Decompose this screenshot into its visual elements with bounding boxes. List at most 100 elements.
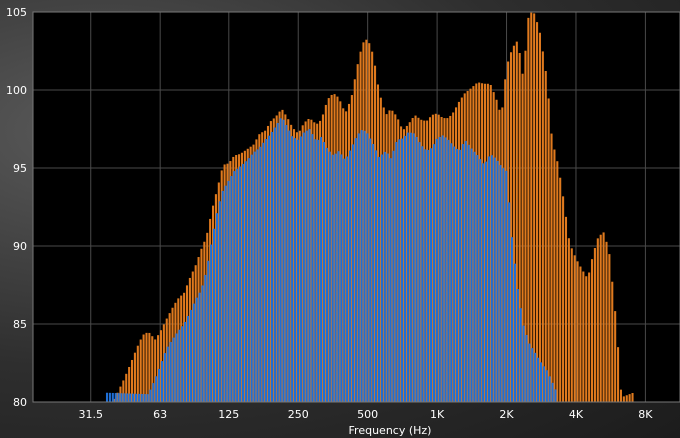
bar-blue xyxy=(409,132,412,402)
bar-blue xyxy=(496,160,499,402)
bar-blue xyxy=(351,144,354,402)
bar-blue xyxy=(369,138,372,402)
bar-blue xyxy=(395,141,398,402)
bar-orange xyxy=(125,373,128,402)
bar-orange xyxy=(148,332,151,402)
bar-blue xyxy=(508,202,511,402)
bar-blue xyxy=(215,213,218,402)
x-axis-label: Frequency (Hz) xyxy=(349,424,432,437)
bar-blue xyxy=(372,143,375,402)
bar-blue xyxy=(178,329,181,402)
bar-blue xyxy=(464,141,467,402)
bar-blue xyxy=(383,151,386,402)
bar-orange xyxy=(145,332,148,402)
bar-blue xyxy=(143,394,146,402)
bar-orange xyxy=(553,149,556,402)
x-tick-label: 1K xyxy=(430,408,445,421)
x-tick-label: 500 xyxy=(357,408,378,421)
bar-blue xyxy=(458,149,462,402)
bar-blue xyxy=(146,394,149,402)
bar-blue xyxy=(406,132,409,402)
bar-blue xyxy=(343,158,346,402)
bar-blue xyxy=(155,376,158,402)
bar-blue xyxy=(227,180,230,402)
bar-orange xyxy=(582,271,585,402)
bar-orange xyxy=(622,396,625,402)
bar-blue xyxy=(158,368,161,402)
bar-blue xyxy=(377,156,380,402)
bar-orange xyxy=(631,393,634,402)
bar-blue xyxy=(444,137,447,402)
bar-blue xyxy=(412,133,415,402)
bar-blue xyxy=(172,337,175,402)
bar-orange xyxy=(136,345,139,402)
bar-blue xyxy=(450,143,453,403)
bar-blue xyxy=(432,144,435,403)
bar-blue xyxy=(270,131,273,402)
bar-orange xyxy=(559,177,562,402)
bar-blue xyxy=(528,343,531,402)
y-tick-label: 100 xyxy=(6,84,27,97)
bar-blue xyxy=(276,122,279,402)
bar-blue xyxy=(256,149,259,402)
bar-orange xyxy=(590,259,594,402)
bar-blue xyxy=(328,151,331,402)
bar-blue xyxy=(108,392,111,402)
bar-orange xyxy=(562,196,565,402)
bar-blue xyxy=(357,133,360,402)
bar-blue xyxy=(505,170,508,402)
bar-orange xyxy=(530,12,533,402)
bar-orange xyxy=(518,52,521,403)
x-tick-label: 250 xyxy=(288,408,309,421)
bar-blue xyxy=(534,352,537,402)
bar-blue xyxy=(502,168,505,402)
bar-blue xyxy=(134,393,137,402)
x-tick-label: 8K xyxy=(638,408,653,421)
bar-blue xyxy=(207,260,210,402)
bar-blue xyxy=(317,139,320,402)
bar-orange xyxy=(122,380,125,402)
bar-blue xyxy=(473,151,476,402)
bar-blue xyxy=(461,144,464,402)
bar-blue xyxy=(195,297,198,402)
bar-orange xyxy=(154,339,157,402)
bar-orange xyxy=(512,45,515,403)
bar-blue xyxy=(493,157,496,402)
bar-blue xyxy=(201,285,204,402)
bar-blue xyxy=(230,176,233,402)
bar-orange xyxy=(536,22,539,402)
bar-blue xyxy=(236,168,239,402)
bar-orange xyxy=(564,216,568,402)
x-tick-label: 4K xyxy=(569,408,584,421)
y-tick-label: 85 xyxy=(13,318,27,331)
x-tick-label: 63 xyxy=(153,408,167,421)
bar-blue xyxy=(424,149,427,402)
bar-orange xyxy=(617,347,620,402)
bar-orange xyxy=(533,13,536,402)
bar-orange xyxy=(509,52,513,403)
bar-blue xyxy=(181,326,184,402)
x-tick-label: 31.5 xyxy=(78,408,103,421)
y-tick-label: 90 xyxy=(13,240,27,253)
bar-blue xyxy=(522,325,525,402)
bar-blue xyxy=(314,139,317,402)
bar-orange xyxy=(547,98,550,402)
bar-orange xyxy=(538,32,541,403)
bar-blue xyxy=(346,156,349,402)
bar-blue xyxy=(132,393,135,402)
bar-blue xyxy=(360,130,363,402)
bar-blue xyxy=(438,136,441,402)
x-tick-label: 125 xyxy=(218,408,239,421)
bar-blue xyxy=(482,163,485,402)
bar-blue xyxy=(114,393,117,402)
bar-orange xyxy=(619,389,622,402)
bar-blue xyxy=(204,274,207,402)
bar-blue xyxy=(117,393,120,402)
y-tick-label: 95 xyxy=(13,162,27,175)
bar-blue xyxy=(262,142,265,402)
bar-blue xyxy=(447,139,450,403)
bar-blue xyxy=(221,190,224,402)
bar-blue xyxy=(273,127,276,403)
